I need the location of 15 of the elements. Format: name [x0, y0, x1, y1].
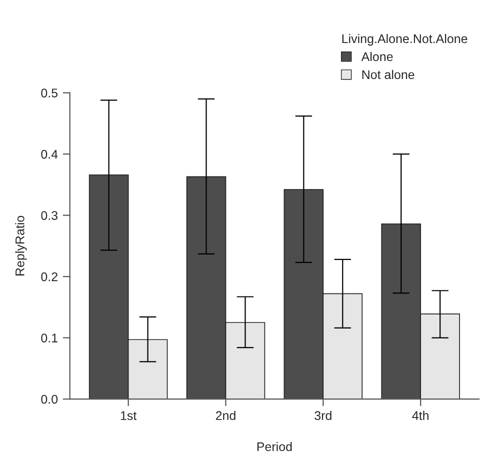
y-tick-label: 0.5 — [41, 88, 58, 98]
y-axis-title: ReplyRatio — [15, 216, 27, 276]
legend-label: Not alone — [362, 70, 414, 80]
x-tick-label: 4th — [412, 410, 428, 420]
y-tick-label: 0.3 — [41, 211, 58, 220]
y-tick-label: 0.1 — [41, 334, 58, 342]
legend-title: Living.Alone.Not.Alone — [342, 34, 468, 46]
x-axis-title: Period — [257, 442, 292, 452]
x-tick-label: 3rd — [314, 410, 332, 420]
y-tick-label: 0.4 — [41, 150, 58, 159]
y-tick-label: 0.0 — [41, 394, 58, 404]
y-tick-label: 0.2 — [41, 272, 58, 282]
x-tick-label: 1st — [120, 411, 137, 420]
legend-label: Alone — [361, 52, 393, 62]
x-tick-label: 2nd — [216, 410, 236, 420]
